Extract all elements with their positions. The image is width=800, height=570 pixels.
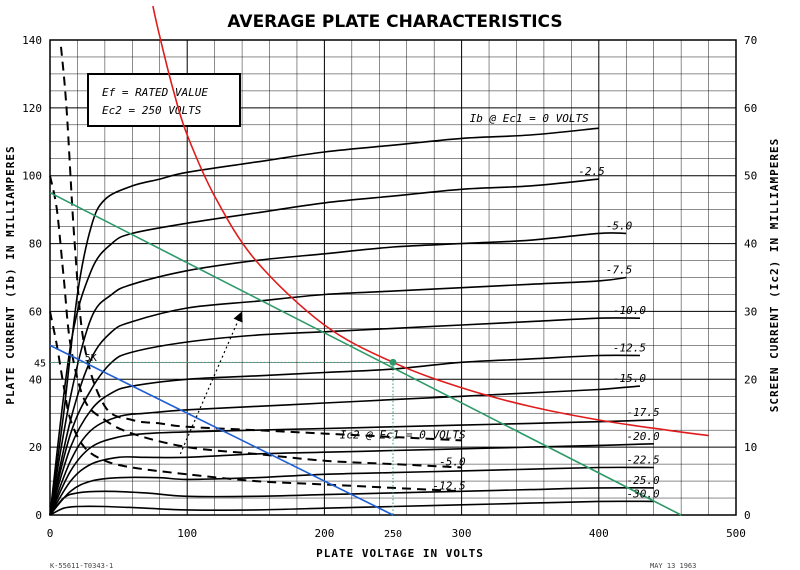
plate-curve	[49, 354, 641, 516]
direction-arrow-line	[179, 311, 243, 455]
annotation-5k: 5K	[85, 353, 97, 364]
plate-curve-label: -15.0	[613, 372, 646, 385]
x-tick-label: 500	[726, 527, 746, 540]
conditions-box: Ef = RATED VALUE Ec2 = 250 VOLTS	[87, 73, 241, 127]
plate-curve-label: -30.0	[627, 487, 660, 500]
curve-labels: Ib @ Ec1 = 0 VOLTS -2.5 -5.0 -7.5 -10.0 -12.5…	[34, 112, 660, 540]
plate-curve	[49, 232, 627, 516]
x-tick-label: 0	[47, 527, 54, 540]
y2-tick-label: 40	[744, 238, 757, 251]
y2-tick-label: 0	[744, 509, 751, 522]
x-tick-label: 100	[177, 527, 197, 540]
plate-curve	[49, 317, 641, 516]
y2-axis-label: SCREEN CURRENT (Ic2) IN MILLIAMPERES	[768, 138, 781, 412]
y2-tick-label: 20	[744, 373, 757, 386]
plate-curve-label: -25.0	[627, 474, 660, 487]
y2-tick-label: 50	[744, 170, 757, 183]
y-axis-label: PLATE CURRENT (Ib) IN MILLIAMPERES	[4, 145, 17, 404]
x-tick-label: 200	[314, 527, 334, 540]
screen-curve-label: -5.0	[439, 456, 466, 469]
x-tick-label: 400	[589, 527, 609, 540]
annotation-250: 250	[384, 529, 402, 540]
y2-tick-label: 30	[744, 305, 757, 318]
load-line	[49, 344, 394, 516]
direction-arrow-head	[233, 311, 243, 323]
plate-curve	[49, 443, 654, 516]
max-dissipation-curve	[152, 5, 709, 437]
plate-curve	[49, 276, 627, 516]
plate-curve	[49, 500, 654, 516]
plate-curve-label: -10.0	[613, 304, 646, 317]
screen-curve	[49, 175, 462, 469]
conditions-frame	[87, 73, 241, 127]
overlay-lines	[49, 5, 709, 516]
x-tick-label: 300	[452, 527, 472, 540]
y-tick-label: 60	[29, 305, 42, 318]
y-tick-label: 20	[29, 441, 42, 454]
y2-tick-label: 10	[744, 441, 757, 454]
screen-curve-label: -12.5	[432, 479, 465, 492]
plate-curve	[49, 466, 654, 516]
plate-curve-label: -20.0	[627, 430, 660, 443]
plate-curve-label: Ib @ Ec1 = 0 VOLTS	[470, 112, 590, 125]
plate-curve-label: -5.0	[606, 219, 633, 232]
plate-curve	[49, 385, 641, 516]
plate-curve-label: -17.5	[627, 406, 660, 419]
y-tick-label: 40	[29, 373, 42, 386]
screen-curve	[49, 311, 462, 493]
y-tick-label: 120	[22, 102, 42, 115]
plate-curve-label: -2.5	[578, 165, 605, 178]
screen-curve	[60, 46, 462, 442]
plate-curve-label: -7.5	[606, 264, 633, 277]
tick-labels: 0 100 200 300 400 500 0 20 40 60 80 100 120 140 0 10 20 3…	[22, 34, 757, 540]
plate-curve-label: -12.5	[613, 342, 646, 355]
screen-curve-label: Ic2 @ Ec1 = 0 VOLTS	[340, 428, 466, 441]
footer-code: K-55611-T0343-1	[50, 562, 113, 570]
plate-curve-label: -22.5	[627, 454, 660, 467]
y2-tick-label: 60	[744, 102, 757, 115]
y-tick-label: 140	[22, 34, 42, 47]
condition-ef: Ef = RATED VALUE	[102, 86, 208, 99]
y-tick-label: 100	[22, 170, 42, 183]
y2-tick-label: 70	[744, 34, 757, 47]
y-tick-label: 80	[29, 238, 42, 251]
screen-curves	[49, 46, 462, 493]
chart-title: AVERAGE PLATE CHARACTERISTICS	[227, 12, 562, 32]
x-axis-label: PLATE VOLTAGE IN VOLTS	[316, 547, 484, 560]
load-line	[49, 191, 682, 516]
footer-date: MAY 13 1963	[650, 562, 696, 570]
plate-curve	[49, 486, 654, 516]
condition-ec2: Ec2 = 250 VOLTS	[102, 104, 202, 117]
annotation-45: 45	[34, 358, 46, 369]
operating-point-marker	[389, 358, 397, 366]
y-tick-label: 0	[35, 509, 42, 522]
plate-curve	[49, 127, 599, 516]
